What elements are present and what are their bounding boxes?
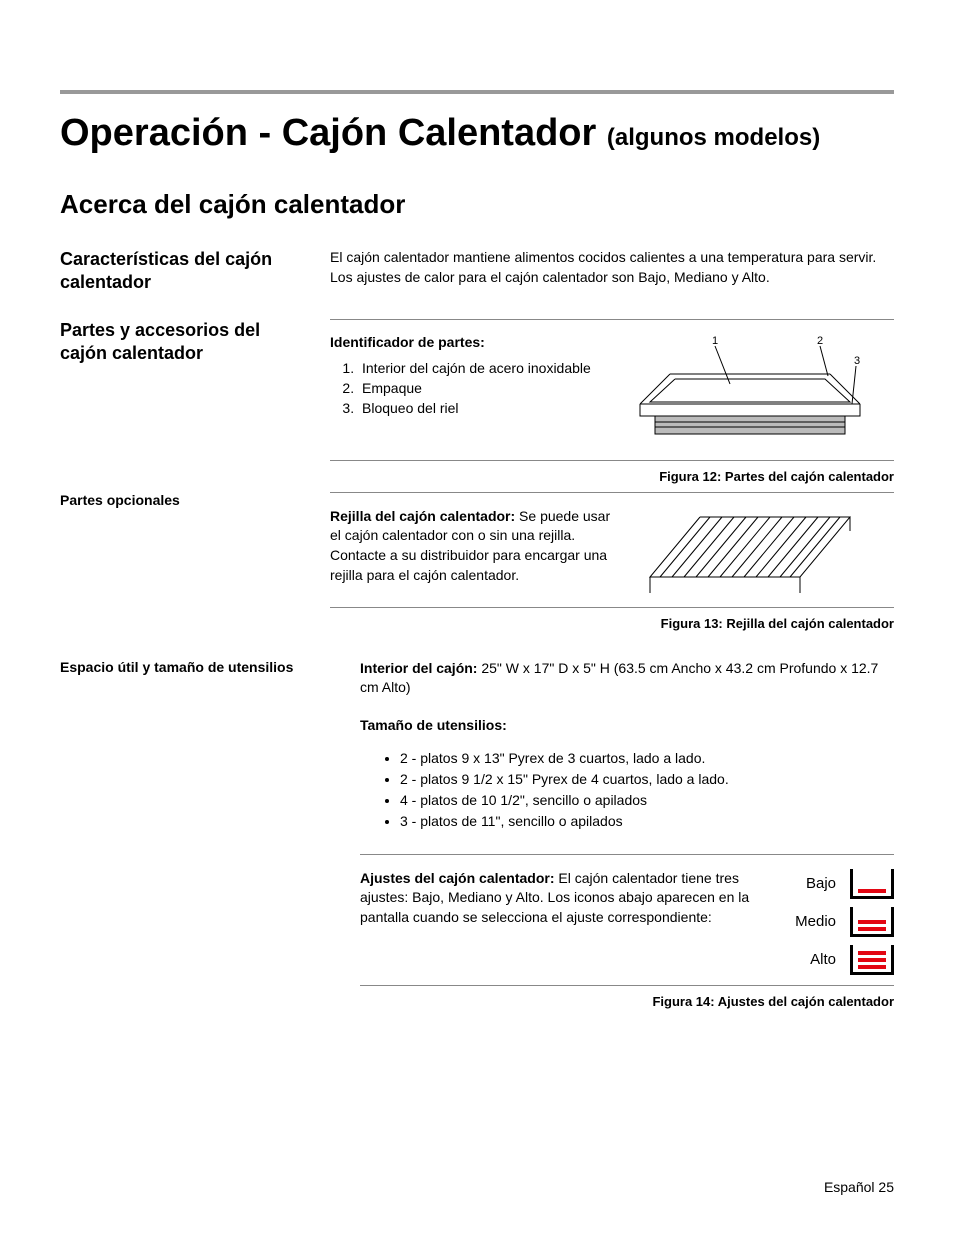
top-rule [60,90,894,94]
parts-id-label: Identificador de partes: [330,334,610,350]
utensil-item: 3 - platos de 11", sencillo o apilados [400,811,894,832]
setting-label-high: Alto [810,951,836,968]
optional-row: Partes opcionales Rejilla del cajón cale… [60,492,894,631]
optional-text: Rejilla del cajón calentador: Se puede u… [330,507,620,585]
utensil-list: 2 - platos 9 x 13" Pyrex de 3 cuartos, l… [360,748,894,832]
drawer-diagram: 1 2 3 [620,334,880,454]
title-main: Operación - Cajón Calentador [60,112,596,154]
title-sub: (algunos modelos) [607,124,820,151]
page-footer: Español 25 [824,1179,894,1195]
settings-block: Ajustes del cajón calentador: El cajón c… [360,869,894,975]
parts-item: Empaque [358,378,610,398]
interior-bold: Interior del cajón: [360,660,477,676]
parts-row: Partes y accesorios del cajón calentador… [60,319,894,484]
callout-2: 2 [817,335,823,347]
setting-icon-low [850,869,894,899]
space-row: Espacio útil y tamaño de utensilios Inte… [60,659,894,1009]
divider [330,607,894,608]
features-text: El cajón calentador mantiene alimentos c… [330,248,894,287]
optional-bold: Rejilla del cajón calentador: [330,508,515,524]
features-row: Características del cajón calentador El … [60,248,894,295]
fig13-caption: Figura 13: Rejilla del cajón calentador [330,616,894,631]
parts-list: Interior del cajón de acero inoxidable E… [330,358,610,419]
settings-icons: Bajo Medio Alto [795,869,894,975]
utensil-item: 2 - platos 9 1/2 x 15" Pyrex de 4 cuarto… [400,769,894,790]
features-heading: Características del cajón calentador [60,248,310,295]
fig12-caption: Figura 12: Partes del cajón calentador [330,469,894,484]
divider [360,854,894,855]
parts-item: Interior del cajón de acero inoxidable [358,358,610,378]
setting-icon-high [850,945,894,975]
parts-item: Bloqueo del riel [358,398,610,418]
utensil-item: 2 - platos 9 x 13" Pyrex de 3 cuartos, l… [400,748,894,769]
setting-label-med: Medio [795,913,836,930]
divider [330,460,894,461]
setting-row-low: Bajo [795,869,894,899]
interior-text: Interior del cajón: 25" W x 17" D x 5" H… [360,659,894,698]
space-heading: Espacio útil y tamaño de utensilios [60,659,340,675]
callout-3: 3 [854,355,860,367]
parts-heading: Partes y accesorios del cajón calentador [60,319,310,366]
setting-icon-med [850,907,894,937]
setting-row-high: Alto [795,945,894,975]
settings-bold: Ajustes del cajón calentador: [360,870,555,886]
settings-text: Ajustes del cajón calentador: El cajón c… [360,869,775,928]
setting-label-low: Bajo [806,875,836,892]
utensil-heading: Tamaño de utensilios: [360,716,894,736]
divider [330,492,894,493]
rack-diagram [630,507,870,607]
section-about-heading: Acerca del cajón calentador [60,189,894,220]
optional-heading: Partes opcionales [60,492,310,508]
divider [360,985,894,986]
callout-1: 1 [712,335,718,347]
setting-row-med: Medio [795,907,894,937]
utensil-item: 4 - platos de 10 1/2", sencillo o apilad… [400,790,894,811]
fig14-caption: Figura 14: Ajustes del cajón calentador [360,994,894,1009]
divider [330,319,894,320]
page-title: Operación - Cajón Calentador (algunos mo… [60,112,894,155]
